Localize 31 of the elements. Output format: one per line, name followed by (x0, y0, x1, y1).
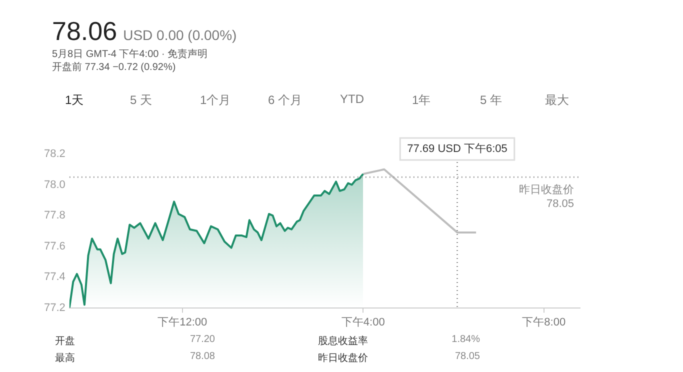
text: 5月8日 GMT-4 下午4:00 · 免责声明 (52, 48, 208, 61)
text: 昨日收盘价 (318, 352, 368, 365)
x-tick-label: 下午8:00 (522, 316, 566, 328)
x-tick-label: 下午12:00 (158, 316, 208, 328)
x-tick-label: 下午4:00 (341, 316, 385, 328)
text: 最大 (545, 92, 569, 109)
text: YTD (340, 92, 364, 106)
text: 5 年 (480, 92, 502, 109)
text: 78.05 (454, 351, 480, 362)
chart-title: 78.06 (52, 16, 118, 46)
y-tick-label: 78.2 (44, 148, 66, 160)
text: 1年 (412, 92, 431, 109)
ref-line-label: 昨日收盘价 78.05 (519, 184, 574, 210)
text: 股息收益率 (318, 334, 368, 348)
y-tick-label: 78.0 (44, 178, 66, 191)
text: 5 天 (130, 92, 152, 109)
text: 6 个月 (268, 92, 302, 109)
y-tick-label: 77.2 (44, 302, 66, 314)
text: 最高 (55, 352, 75, 365)
text: 开盘前 77.34 −0.72 (0.92%) (52, 61, 176, 74)
text: 77.20 (188, 334, 215, 345)
text: 78.08 (188, 351, 215, 362)
chart-subtitle: USD 0.00 (0.00%) (123, 27, 237, 43)
y-tick-label: 77.8 (44, 210, 66, 222)
text: 开盘 (55, 335, 75, 348)
text: 1.84% (450, 334, 480, 345)
y-tick-label: 77.4 (44, 271, 66, 284)
text: 1个月 (200, 92, 231, 109)
ref-line-label: 77.69 USD 下午6:05 (407, 143, 508, 156)
y-tick-label: 77.6 (44, 240, 66, 252)
text: 1天 (65, 92, 84, 109)
